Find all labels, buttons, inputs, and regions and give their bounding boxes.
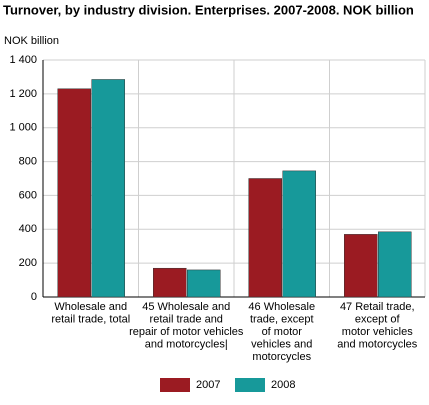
y-tick-label: 1 400 — [9, 54, 37, 66]
y-tick-label: 800 — [19, 155, 37, 167]
x-tick-label: retail trade and — [150, 313, 223, 325]
chart-title: Turnover, by industry division. Enterpri… — [3, 2, 414, 17]
x-tick-label: and motorcycles — [337, 338, 418, 350]
legend-label: 2008 — [271, 379, 295, 391]
bar — [57, 88, 91, 298]
bar — [344, 234, 378, 298]
y-tick-label: 200 — [19, 257, 37, 269]
legend-swatch — [235, 378, 265, 392]
x-tick-label: and motorcycles| — [145, 338, 228, 350]
y-tick-label: 0 — [31, 291, 37, 303]
x-tick-label: motor vehicles — [342, 326, 413, 338]
x-tick-label: of motor — [262, 326, 303, 338]
y-tick-label: 600 — [19, 189, 37, 201]
x-tick-label: 46 Wholesale — [248, 301, 315, 313]
x-tick-label: trade, except — [250, 313, 314, 325]
bar — [282, 170, 316, 298]
y-tick-label: 1 000 — [9, 122, 37, 134]
y-tick-label: 400 — [19, 223, 37, 235]
x-tick-label: 47 Retail trade, — [340, 301, 415, 313]
y-axis-label: NOK billion — [4, 35, 59, 47]
legend-label: 2007 — [196, 379, 220, 391]
x-tick-label: repair of motor vehicles — [129, 326, 244, 338]
x-tick-label: retail trade, total — [51, 313, 130, 325]
legend-swatch — [160, 378, 190, 392]
bar — [91, 79, 125, 298]
bar — [248, 178, 282, 298]
bar — [378, 231, 412, 298]
x-tick-label: motorcycles — [252, 351, 311, 363]
bar — [187, 269, 221, 298]
y-tick-label: 1 200 — [9, 88, 37, 100]
x-tick-label: vehicles and — [251, 338, 312, 350]
x-tick-label: except of — [355, 313, 401, 325]
bar — [153, 267, 187, 298]
x-tick-label: 45 Wholesale and — [142, 301, 230, 313]
x-tick-label: Wholesale and — [54, 301, 127, 313]
